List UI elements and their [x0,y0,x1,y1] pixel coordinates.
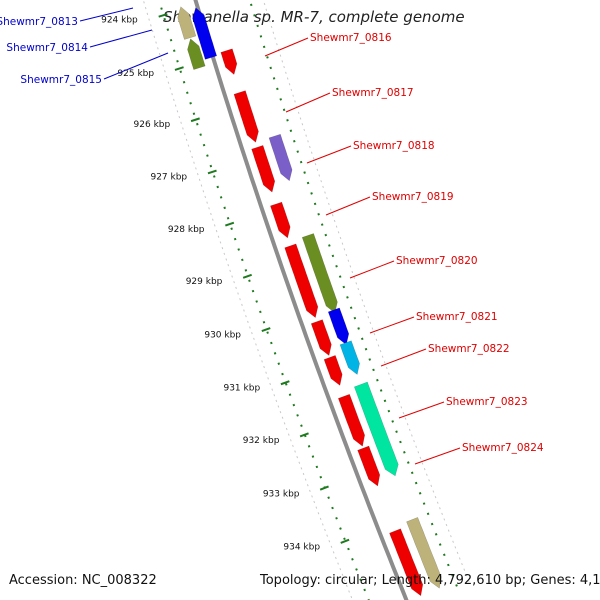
gene-forward [233,90,259,143]
genome-summary-text: Topology: circular; Length: 4,792,610 bp… [260,573,600,588]
ruler-tick [340,538,350,544]
gene-forward-0822 [339,340,360,375]
accession-text: Accession: NC_008322 [9,573,157,588]
label-0814: Shewmr7_0814 [6,42,88,54]
ruler-tick-label: 924 kbp [101,16,138,26]
ruler-tick-label: 934 kbp [283,543,320,553]
ruler-tick [261,327,271,332]
ruler-tick [242,273,252,279]
ruler-tick [299,432,309,438]
ruler-tick-label: 929 kbp [186,277,223,287]
label-0824: Shewmr7_0824 [462,442,544,454]
ruler-tick-label: 927 kbp [150,172,187,182]
label-0824-leader [414,447,461,465]
ruler-tick [225,221,235,227]
ruler-tick-label: 926 kbp [134,120,171,130]
ruler-tick [190,117,200,123]
ruler-tick [280,380,290,386]
backbone [193,0,409,600]
label-0822: Shewmr7_0822 [428,343,510,355]
gene-forward [323,355,343,386]
ruler-tick-label: 933 kbp [263,489,300,499]
gene-reverse-0814 [187,38,206,70]
label-0817: Shewmr7_0817 [332,87,414,99]
label-0818: Shewmr7_0818 [353,140,435,152]
gene-forward-0820 [301,233,338,314]
gene-forward [337,393,365,447]
label-0816-leader [264,37,309,57]
ruler-tick-label: 928 kbp [168,225,205,235]
label-0820-leader [349,260,395,279]
gene-forward-0818 [268,133,293,182]
label-0821-leader [369,316,415,334]
label-0817-leader [285,92,331,113]
gene-forward [406,517,442,589]
label-0820: Shewmr7_0820 [396,255,478,267]
ruler-tick [158,13,168,18]
gene-forward [389,528,424,597]
gene-reverse-0815 [192,7,218,60]
label-0819: Shewmr7_0819 [372,191,454,203]
gene-forward-0824 [357,445,381,487]
label-0816: Shewmr7_0816 [310,32,392,44]
label-0814-leader [89,29,153,48]
label-0813: Shewmr7_0813 [0,16,78,28]
gene-reverse-0813 [177,6,197,40]
label-0823: Shewmr7_0823 [446,396,528,408]
label-0821: Shewmr7_0821 [416,311,498,323]
ruler-tick-label: 932 kbp [243,436,280,446]
gene-forward-0819 [270,201,291,239]
label-0818-leader [306,145,352,164]
outer-boundary [262,0,470,583]
ruler-tick [319,485,329,491]
label-0823-leader [398,401,445,419]
label-0819-leader [325,196,371,216]
map-title: Shewanella sp. MR-7, complete genome [163,8,465,26]
inner-boundary [143,1,354,600]
label-0815: Shewmr7_0815 [20,74,102,86]
ruler-tick-label: 930 kbp [204,330,241,340]
label-0815-leader [103,52,169,80]
ruler-tick [174,66,184,71]
gene-forward-0821 [327,307,350,346]
label-0822-leader [380,348,427,367]
gene-forward [220,48,238,75]
ruler-tick [207,169,217,175]
label-0813-leader [79,7,134,22]
gene-forward [310,319,332,356]
ruler-tick-label: 925 kbp [117,69,154,79]
gene-forward [251,145,276,193]
gene-forward-0823 [353,381,399,477]
ruler-tick-label: 931 kbp [223,384,260,394]
gene-forward [284,243,319,319]
